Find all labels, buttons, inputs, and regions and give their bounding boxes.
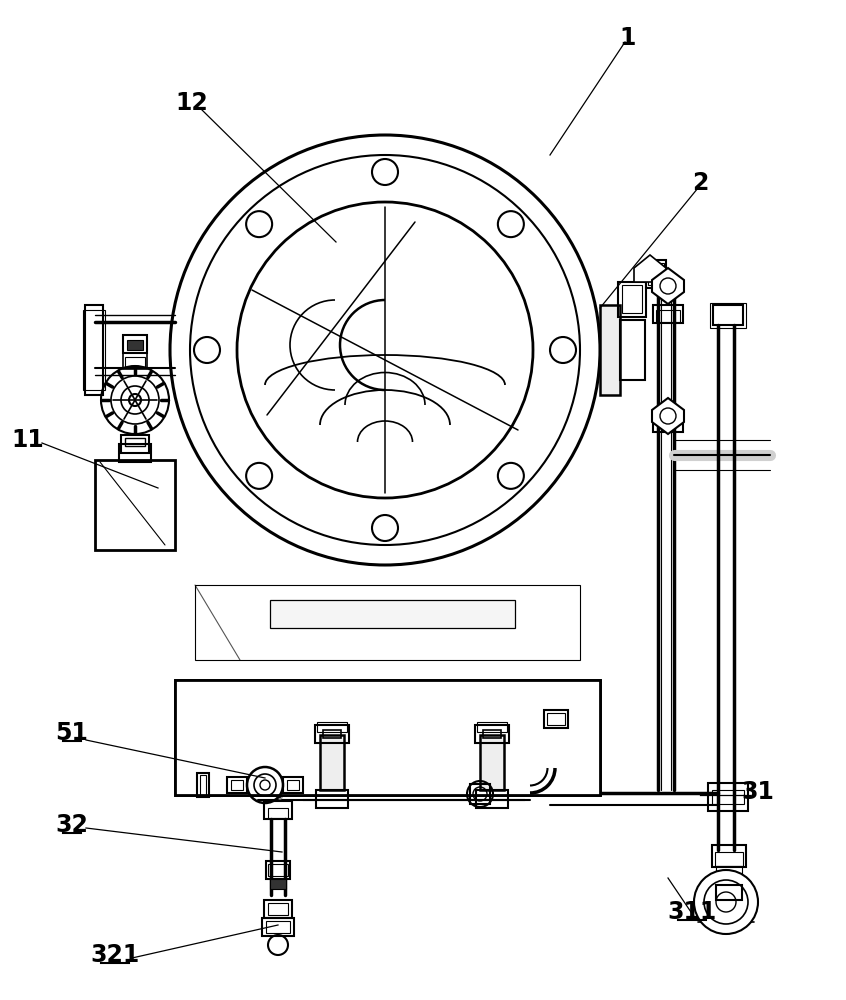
Bar xyxy=(231,780,243,790)
Bar xyxy=(618,282,646,317)
Bar xyxy=(85,305,103,395)
Text: 11: 11 xyxy=(12,428,44,452)
Bar xyxy=(317,722,347,732)
Bar xyxy=(119,444,151,462)
Bar xyxy=(713,305,743,325)
Bar xyxy=(476,790,508,808)
Bar xyxy=(195,585,580,660)
Bar xyxy=(270,600,515,628)
Bar xyxy=(287,780,299,790)
Bar xyxy=(708,783,748,811)
Bar xyxy=(283,777,303,793)
Bar xyxy=(547,713,565,725)
Bar xyxy=(268,808,288,818)
Bar xyxy=(646,260,666,288)
Bar xyxy=(175,680,600,795)
Bar xyxy=(715,852,743,866)
Bar xyxy=(197,773,209,797)
Text: 51: 51 xyxy=(56,721,89,745)
Text: 31: 31 xyxy=(742,780,774,804)
Bar xyxy=(200,775,206,795)
Bar xyxy=(316,790,348,808)
Bar xyxy=(480,735,504,790)
Bar xyxy=(264,801,292,819)
Bar xyxy=(653,305,683,323)
Bar xyxy=(544,710,568,728)
Bar xyxy=(175,680,600,795)
Text: 32: 32 xyxy=(56,813,89,837)
Bar xyxy=(712,790,744,804)
Circle shape xyxy=(694,870,758,934)
Bar xyxy=(270,879,286,889)
Bar xyxy=(656,310,680,322)
Bar xyxy=(620,320,645,380)
Bar xyxy=(227,777,247,793)
Polygon shape xyxy=(634,255,666,282)
Text: 12: 12 xyxy=(176,91,208,115)
Text: 321: 321 xyxy=(91,943,140,967)
Polygon shape xyxy=(652,268,684,304)
Bar xyxy=(268,903,288,915)
Bar xyxy=(653,410,683,432)
Bar xyxy=(125,438,145,446)
Bar xyxy=(712,845,746,867)
Bar xyxy=(125,357,145,367)
Bar xyxy=(262,918,294,936)
Bar xyxy=(600,305,620,395)
Bar xyxy=(315,725,349,743)
Bar xyxy=(127,340,143,350)
Bar xyxy=(716,866,742,878)
Bar xyxy=(123,335,147,353)
Bar xyxy=(475,725,509,743)
Bar xyxy=(264,900,292,918)
Bar xyxy=(83,310,105,390)
Bar xyxy=(622,285,642,313)
Bar xyxy=(121,435,149,453)
Bar xyxy=(268,864,288,876)
Bar xyxy=(323,730,341,738)
Bar xyxy=(716,885,742,900)
Bar xyxy=(266,861,290,879)
Bar xyxy=(483,730,501,738)
Bar xyxy=(266,921,290,933)
Bar xyxy=(320,735,344,790)
Text: 2: 2 xyxy=(692,171,708,195)
Bar xyxy=(648,263,664,285)
Text: 311: 311 xyxy=(667,900,717,924)
Bar xyxy=(477,722,507,732)
Bar xyxy=(470,784,490,804)
Bar xyxy=(95,460,175,550)
Text: 1: 1 xyxy=(620,26,636,50)
Polygon shape xyxy=(652,398,684,434)
Bar xyxy=(123,353,147,369)
Bar xyxy=(710,303,746,328)
